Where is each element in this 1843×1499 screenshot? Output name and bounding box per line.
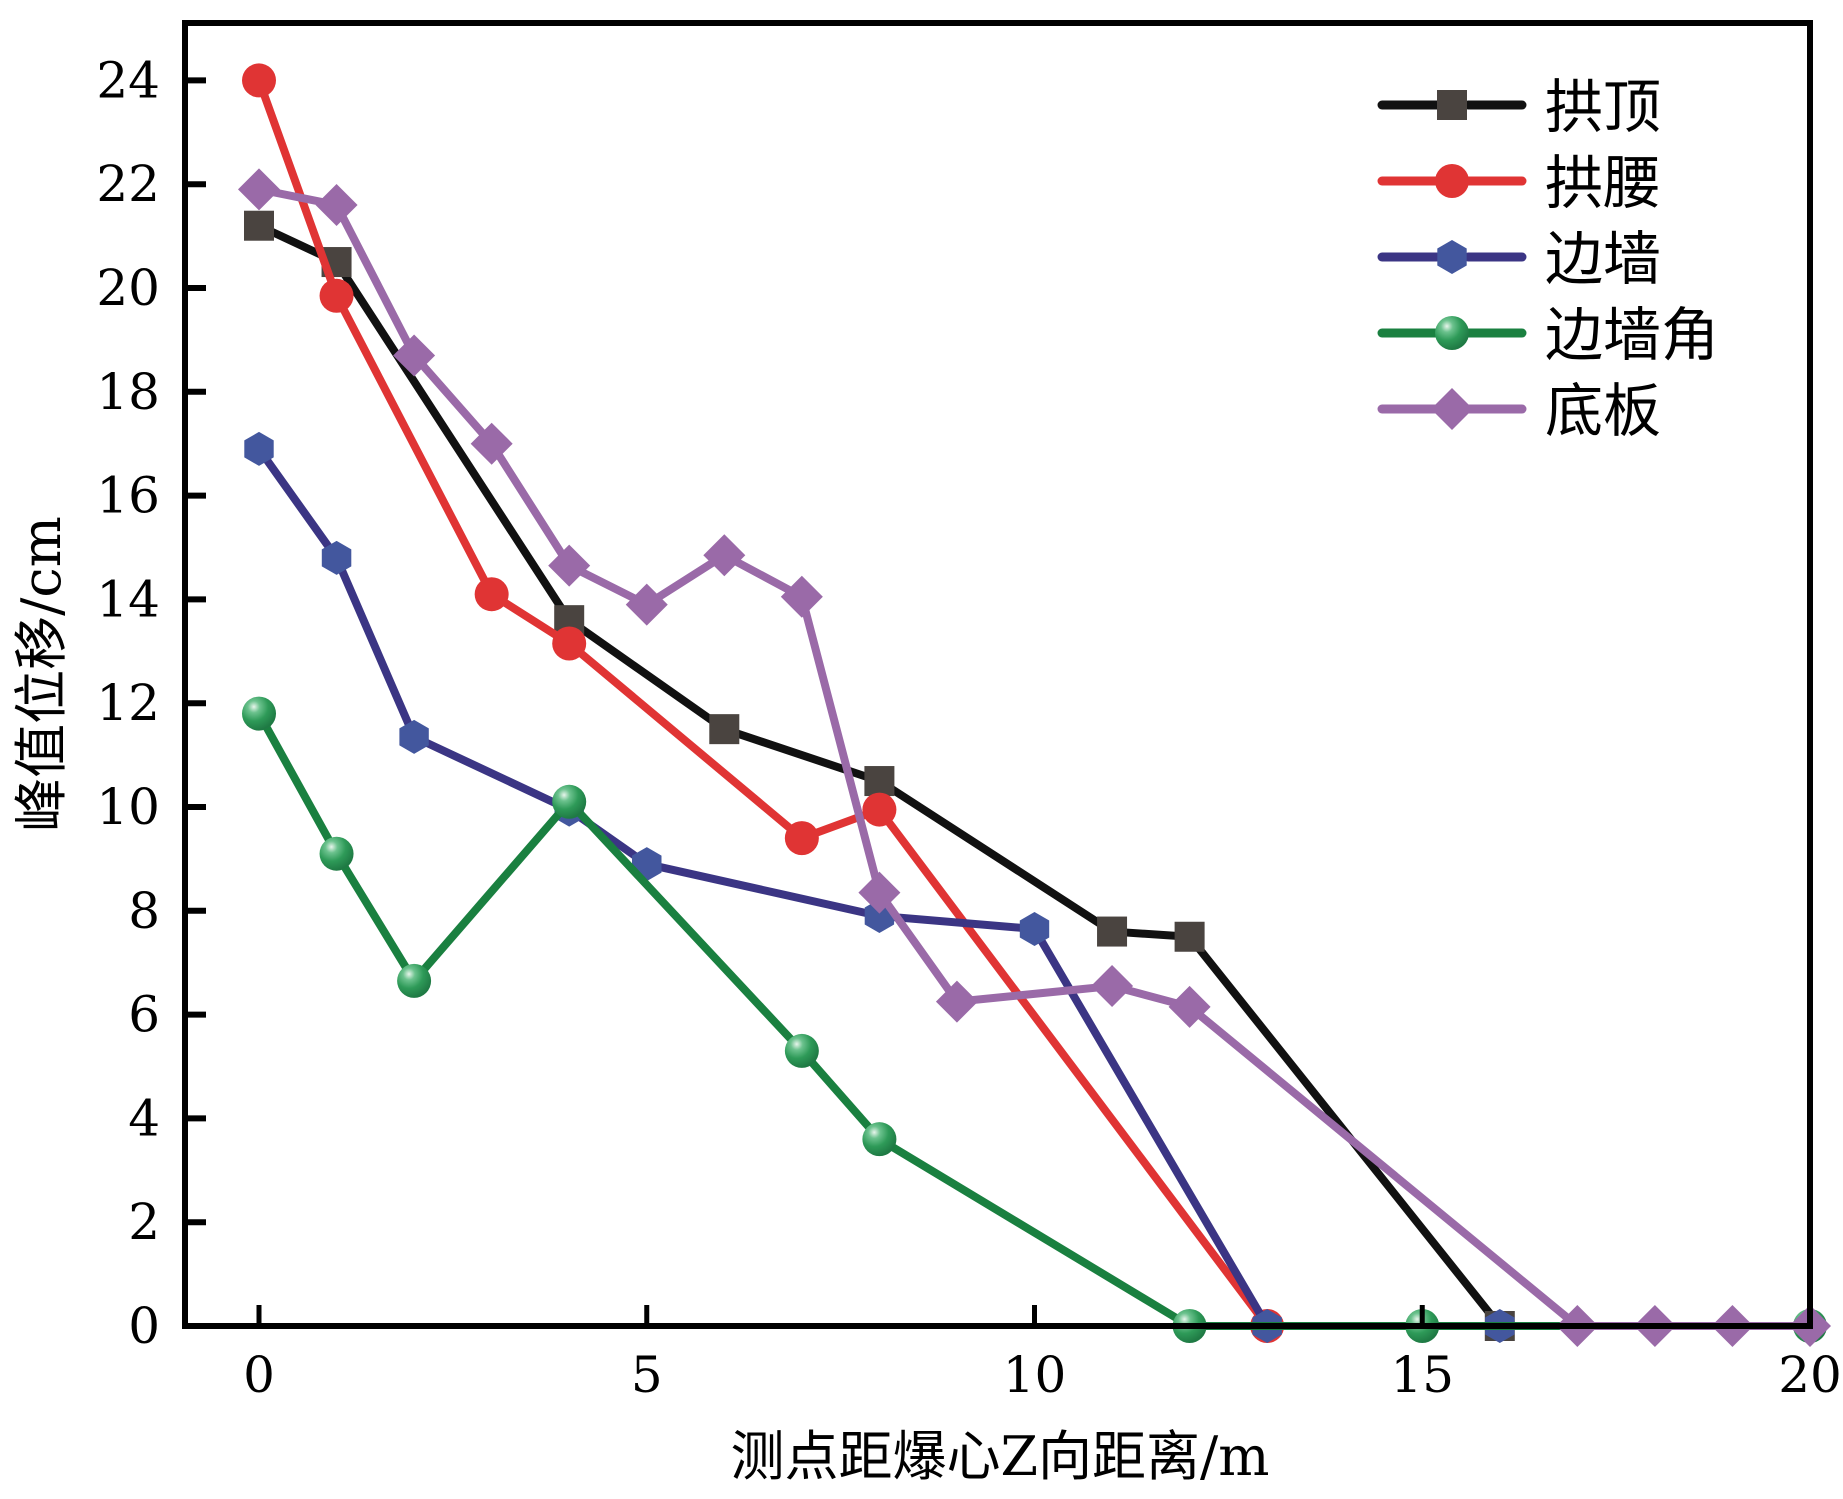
data-point	[1097, 916, 1128, 947]
legend-item: 拱顶	[1377, 73, 1661, 141]
data-point	[1091, 965, 1134, 1008]
data-point	[784, 821, 819, 856]
data-point	[393, 334, 436, 377]
legend-marker-square	[1437, 90, 1467, 120]
legend-marker-circle	[1435, 164, 1469, 198]
data-point	[238, 168, 280, 211]
plot-frame	[182, 20, 1813, 1329]
data-point	[1019, 912, 1050, 946]
series-circle	[242, 63, 1285, 1343]
y-tick-label: 10	[96, 778, 160, 836]
y-tick-label: 8	[128, 882, 160, 940]
data-point	[858, 871, 901, 914]
x-axis-title: 测点距爆心Z向距离/m	[731, 1425, 1270, 1488]
data-point	[552, 626, 587, 661]
y-tick-label: 12	[96, 674, 160, 732]
data-point	[862, 792, 897, 827]
series-line	[255, 76, 1272, 1330]
legend-label: 拱顶	[1545, 73, 1661, 141]
legend-item: 底板	[1377, 377, 1661, 445]
data-point	[935, 980, 978, 1023]
legend-marker-diamond	[1431, 388, 1473, 430]
legend-item: 边墙角	[1377, 301, 1719, 369]
data-point	[625, 583, 668, 626]
data-point	[703, 534, 746, 577]
y-tick-label: 14	[96, 570, 160, 628]
data-point	[474, 577, 509, 612]
data-point	[397, 963, 432, 998]
legend-label: 拱腰	[1545, 149, 1661, 217]
y-tick-label: 20	[96, 259, 160, 317]
data-point	[321, 540, 352, 575]
y-tick-label: 24	[96, 51, 160, 109]
legend-label: 底板	[1545, 377, 1661, 445]
data-point	[864, 766, 895, 797]
data-point	[862, 1122, 897, 1157]
y-tick-label: 22	[96, 155, 160, 213]
x-tick-label: 0	[243, 1346, 275, 1404]
data-point	[780, 575, 823, 618]
data-point	[319, 278, 354, 313]
y-tick-label: 18	[96, 363, 160, 421]
data-point	[1174, 921, 1205, 952]
y-axis-title: 峰值位移/cm	[10, 516, 73, 832]
y-tick-label: 4	[128, 1089, 160, 1147]
data-point	[244, 431, 274, 466]
data-point	[242, 63, 276, 98]
legend-marker-sphere	[1435, 316, 1469, 350]
data-point	[552, 784, 587, 819]
x-tick-label: 20	[1778, 1346, 1842, 1404]
data-point	[470, 422, 513, 465]
x-tick-label: 10	[1003, 1346, 1067, 1404]
y-tick-label: 6	[128, 986, 160, 1044]
legend-label: 边墙	[1545, 225, 1661, 293]
legend-label: 边墙角	[1545, 301, 1719, 369]
y-tick-label: 16	[96, 467, 160, 525]
x-axis: 0 5 10 15 20	[243, 1305, 1842, 1404]
data-point	[399, 719, 429, 754]
data-point	[784, 1033, 819, 1068]
x-tick-label: 15	[1390, 1346, 1454, 1404]
x-tick-label: 5	[631, 1346, 663, 1404]
data-point	[244, 210, 274, 241]
data-point	[319, 836, 354, 871]
data-point	[242, 696, 276, 731]
legend-item: 拱腰	[1377, 149, 1661, 217]
legend-item: 边墙	[1377, 225, 1661, 293]
y-tick-label: 2	[128, 1193, 160, 1251]
y-tick-label: 0	[128, 1297, 160, 1355]
legend-marker-hexagon	[1437, 240, 1467, 274]
data-point	[548, 544, 591, 587]
data-point	[709, 714, 740, 745]
series-layer	[238, 63, 1831, 1347]
data-point	[315, 183, 358, 226]
data-point	[1168, 985, 1211, 1028]
